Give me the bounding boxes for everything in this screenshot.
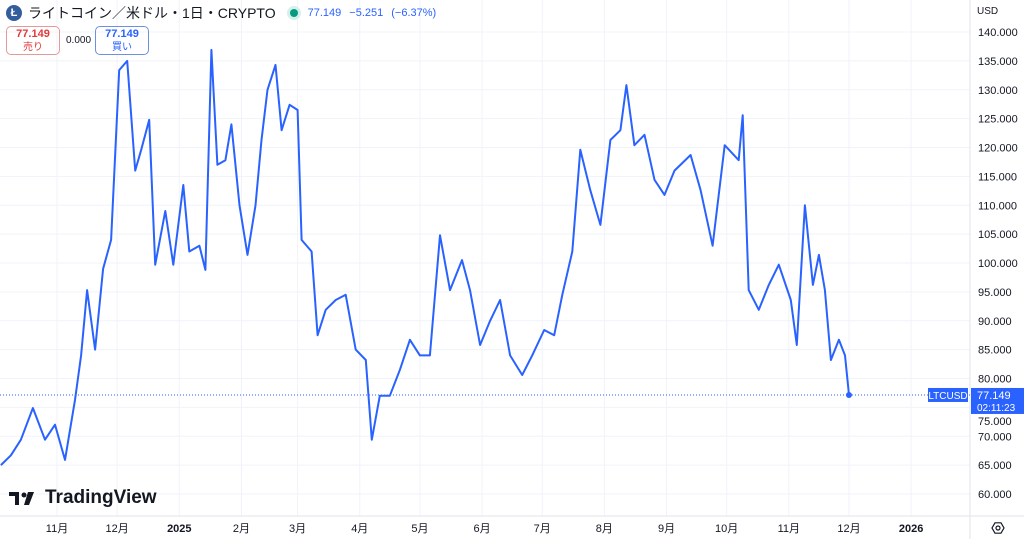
y-tick-label: 60.000 [978, 489, 1012, 501]
y-tick-label: 75.000 [978, 416, 1012, 428]
x-tick-label: 2025 [167, 523, 191, 535]
symbol-title[interactable]: ライトコイン／米ドル・1日・CRYPTO [28, 5, 276, 21]
currency-selector[interactable]: USD [977, 6, 999, 17]
price-axis[interactable]: 140.000 135.000 130.000 125.000 120.000 115.0… [978, 27, 1018, 501]
symbol-label: LTCUSD [928, 391, 967, 402]
sell-price: 77.149 [16, 28, 50, 40]
x-tick-label: 9月 [658, 523, 675, 535]
sell-button[interactable]: 77.149 売り [6, 26, 60, 55]
x-tick-label: 4月 [351, 523, 368, 535]
y-tick-label: 130.000 [978, 85, 1018, 97]
gear-icon[interactable] [991, 522, 1005, 534]
x-tick-label: 10月 [715, 523, 738, 535]
time-axis[interactable]: 11月 12月 2025 2月 3月 4月 5月 6月 7月 8月 9月 10月 11月 12月 2026 [46, 523, 924, 535]
y-tick-label: 110.000 [978, 200, 1017, 212]
buy-button[interactable]: 77.149 買い [95, 26, 149, 55]
y-tick-label: 140.000 [978, 27, 1018, 39]
x-tick-label: 6月 [473, 523, 490, 535]
y-tick-label: 100.000 [978, 258, 1018, 270]
last-price-label: LTCUSD 77.149 02:11:23 [928, 387, 1024, 414]
grid [0, 0, 970, 516]
x-tick-label: 11月 [46, 523, 68, 535]
y-tick-label: 70.000 [978, 431, 1012, 443]
x-tick-label: 5月 [411, 523, 428, 535]
y-tick-label: 85.000 [978, 345, 1012, 357]
last-price-value: 77.149 [977, 390, 1011, 402]
symbol-header: Ł ライトコイン／米ドル・1日・CRYPTO 77.149 −5.251 (−6… [6, 3, 436, 23]
y-tick-label: 120.000 [978, 143, 1018, 155]
y-tick-label: 65.000 [978, 460, 1012, 472]
y-tick-label: 95.000 [978, 287, 1012, 299]
last-price-dot [845, 391, 852, 398]
litecoin-logo-icon: Ł [6, 5, 22, 21]
tradingview-watermark: TradingView [9, 487, 157, 509]
price-series-line [0, 48, 850, 466]
market-status-icon [289, 9, 298, 17]
y-tick-label: 90.000 [978, 316, 1012, 328]
watermark-text: TradingView [45, 487, 157, 508]
x-tick-label: 2026 [899, 523, 923, 535]
tradingview-logo-icon [9, 492, 34, 505]
y-tick-label: 105.000 [978, 229, 1018, 241]
x-tick-label: 3月 [289, 523, 306, 535]
y-tick-label: 115.000 [978, 171, 1017, 183]
x-tick-label: 8月 [596, 523, 613, 535]
x-tick-label: 7月 [534, 523, 551, 535]
x-tick-label: 2月 [233, 523, 250, 535]
last-price: 77.149 [307, 7, 342, 19]
buy-price: 77.149 [105, 28, 139, 40]
y-tick-label: 135.000 [978, 56, 1018, 68]
x-tick-label: 11月 [778, 523, 800, 535]
countdown: 02:11:23 [977, 403, 1016, 414]
x-tick-label: 12月 [106, 523, 129, 535]
y-tick-label: 80.000 [978, 374, 1012, 386]
y-tick-label: 125.000 [978, 114, 1018, 126]
buy-label: 買い [112, 42, 132, 53]
price-change: −5.251 [349, 7, 384, 19]
x-tick-label: 12月 [837, 523, 860, 535]
price-change-percent: (−6.37%) [391, 7, 437, 19]
spread: 0.000 [66, 35, 92, 46]
sell-label: 売り [23, 42, 43, 53]
